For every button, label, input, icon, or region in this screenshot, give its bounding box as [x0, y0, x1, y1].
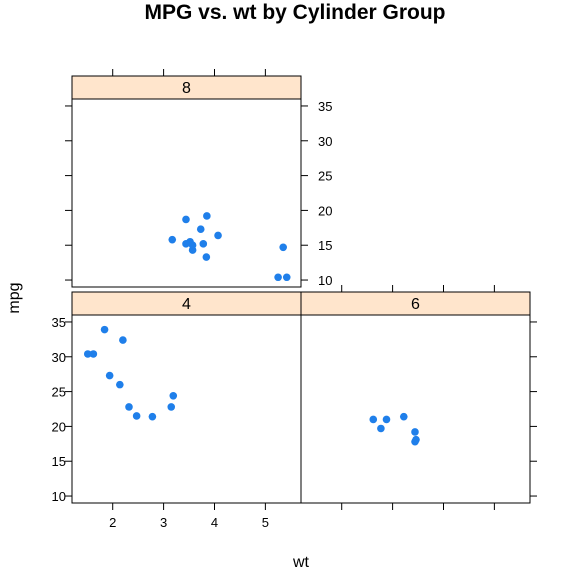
data-point [100, 325, 109, 334]
data-point [411, 428, 419, 436]
data-point [282, 273, 291, 282]
y-tick-label-right: 35 [318, 99, 332, 114]
y-tick-label: 30 [52, 350, 66, 365]
data-point [279, 243, 287, 252]
data-point [202, 253, 211, 261]
data-point [167, 403, 176, 411]
panel-frame [71, 314, 302, 504]
data-point [182, 215, 190, 224]
data-point [274, 273, 282, 282]
y-tick-label-right: 10 [318, 273, 332, 288]
y-tick-label: 10 [52, 489, 66, 504]
data-point [116, 380, 124, 389]
data-point [89, 350, 98, 358]
data-point [119, 336, 127, 344]
y-tick-label: 25 [52, 385, 66, 400]
data-point [369, 415, 378, 424]
data-point [188, 241, 197, 250]
y-axis-label: mpg [6, 282, 23, 313]
chart-title: MPG vs. wt by Cylinder Group [144, 1, 445, 24]
panel-4: 4 2 3 4 5 10 15 20 25 30 35 [52, 291, 302, 530]
data-point [182, 240, 190, 248]
data-point [148, 412, 157, 421]
y-tick-label: 20 [52, 419, 66, 434]
data-point [377, 424, 385, 433]
panel-frame [71, 98, 302, 288]
x-axis-label: wt [292, 554, 310, 571]
data-point [203, 212, 211, 220]
data-point [105, 371, 114, 380]
panel-8: 8 10 15 20 25 30 35 [65, 69, 332, 288]
panels-layer: 8 10 15 20 25 30 35 4 2 3 4 5 10 15 20 25 30 35 6 [52, 69, 537, 530]
strip-label: 6 [411, 296, 420, 313]
data-point [169, 391, 178, 400]
y-tick-label-right: 15 [318, 238, 332, 253]
data-point [399, 412, 408, 421]
y-tick-label-right: 25 [318, 169, 332, 184]
y-tick-label: 15 [52, 454, 66, 469]
data-point [168, 235, 177, 244]
data-point [199, 240, 208, 248]
x-tick-label: 2 [109, 515, 116, 530]
x-tick-label: 3 [160, 515, 167, 530]
panel-frame [300, 314, 531, 504]
data-point [214, 231, 222, 240]
data-point [125, 403, 133, 411]
data-point [382, 415, 391, 424]
data-point [83, 350, 92, 358]
data-point [196, 225, 205, 234]
y-tick-label-right: 20 [318, 203, 332, 218]
data-point [132, 412, 141, 420]
strip-label: 8 [182, 80, 191, 97]
strip-label: 4 [182, 296, 191, 313]
data-point [411, 437, 419, 446]
y-tick-label: 35 [52, 315, 66, 330]
panel-6: 6 [300, 285, 537, 510]
y-tick-label-right: 30 [318, 134, 332, 149]
x-tick-label: 4 [211, 515, 218, 530]
x-tick-label: 5 [262, 515, 269, 530]
